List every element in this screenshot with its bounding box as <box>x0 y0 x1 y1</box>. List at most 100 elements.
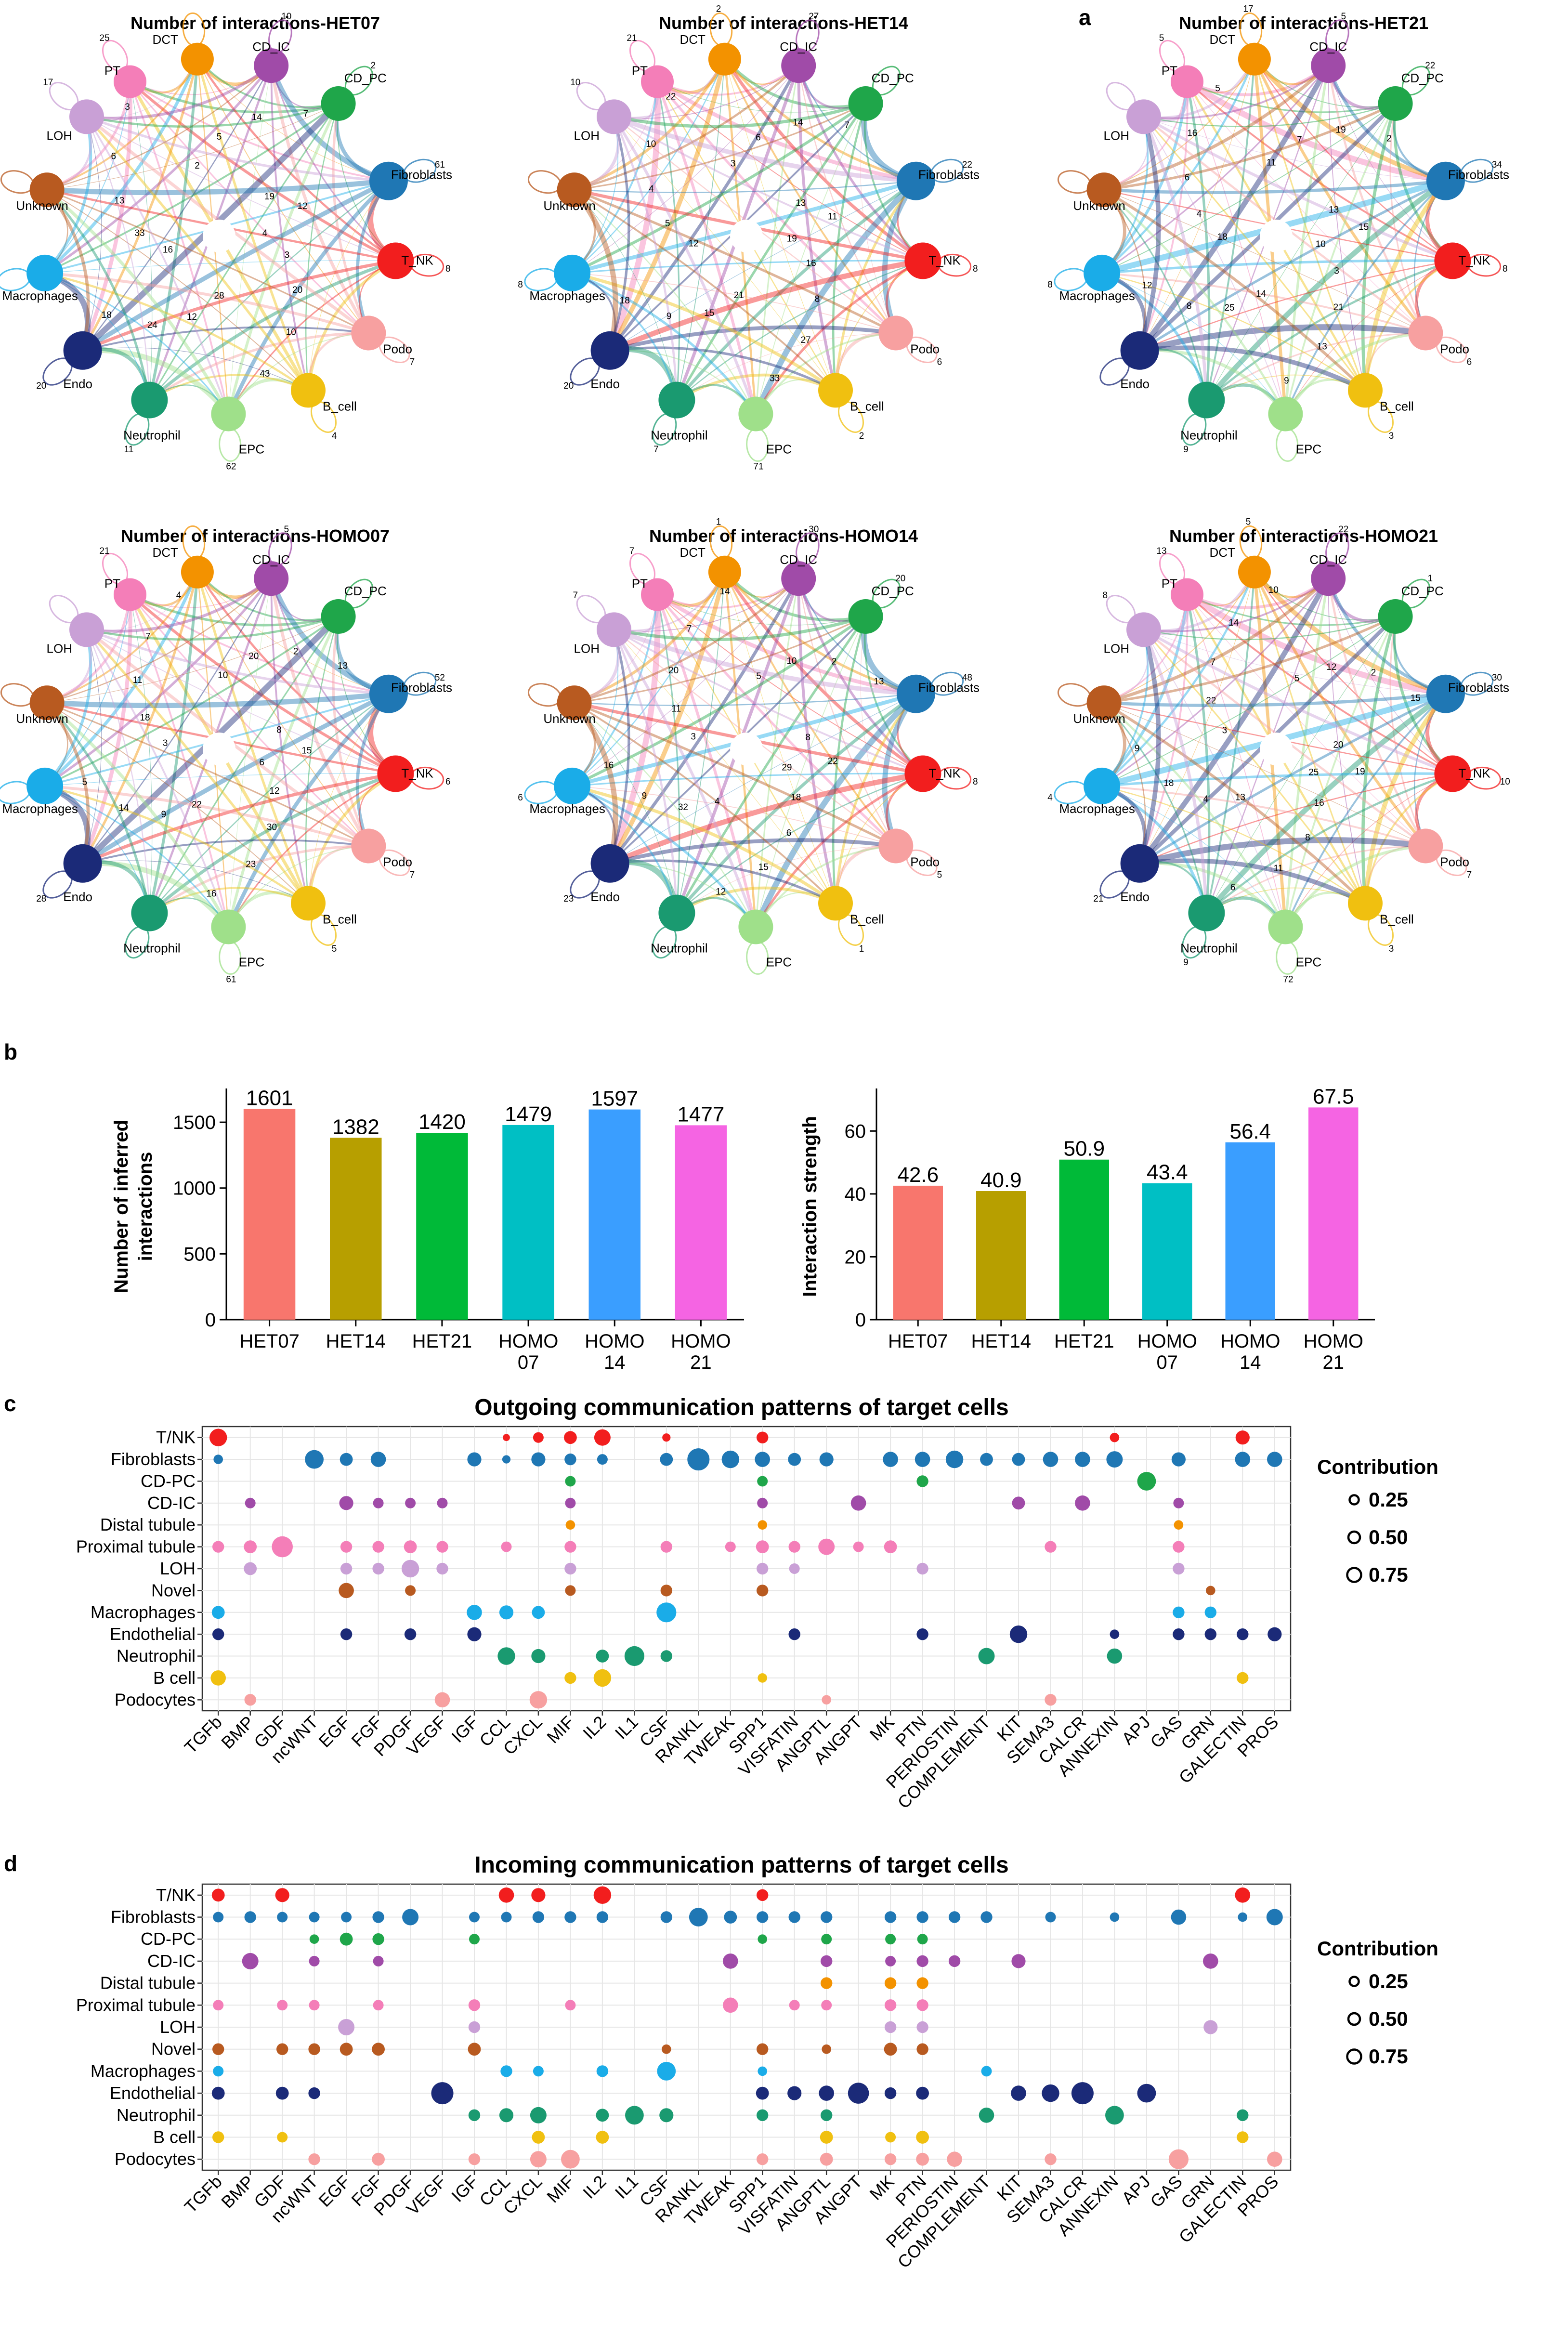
node-label: EPC <box>239 442 264 457</box>
dot <box>530 2107 547 2123</box>
dot <box>757 1497 768 1508</box>
network-edge <box>724 572 836 904</box>
network-edge <box>1204 179 1448 402</box>
edge-weight-label: 9 <box>1135 744 1140 754</box>
x-tick-label: HOMO <box>585 1331 644 1352</box>
dot <box>662 1433 671 1442</box>
dot <box>916 1911 928 1923</box>
network-edge <box>574 702 836 904</box>
network-title: Number of interactions-HET21 <box>1179 13 1428 33</box>
network-edge <box>1101 259 1453 275</box>
network-edge <box>130 578 272 608</box>
node-cd-pc <box>1378 86 1413 121</box>
network-edge <box>1206 103 1396 400</box>
dot <box>309 1912 320 1923</box>
node-cd-ic <box>1311 561 1346 596</box>
node-label: Macrophages <box>1059 801 1135 816</box>
dot <box>724 1911 737 1924</box>
edge-weight-label: 25 <box>1308 768 1319 778</box>
network-edge <box>572 578 799 786</box>
network-edge <box>677 846 896 914</box>
edge-weight-label: 12 <box>298 201 308 211</box>
network-edge <box>608 571 727 865</box>
network-edge <box>860 103 896 333</box>
bar <box>588 1109 640 1320</box>
dot <box>916 2152 929 2166</box>
network-edge <box>574 594 658 703</box>
network-edge <box>1413 180 1446 333</box>
network-edge <box>1206 332 1426 401</box>
edge-weight-label: 6 <box>111 152 117 162</box>
network-edge <box>574 702 757 928</box>
row-label: Fibroblasts <box>111 1907 196 1927</box>
node-label: B_cell <box>850 912 884 926</box>
dot <box>755 1452 770 1467</box>
network-edge <box>1101 273 1286 414</box>
network-edge <box>1205 260 1453 401</box>
self-loop-label: 4 <box>1047 793 1053 803</box>
dot <box>821 2109 833 2121</box>
network-edge <box>148 331 369 401</box>
network-edge <box>129 80 396 262</box>
dot <box>1173 1497 1184 1508</box>
node-pt <box>1171 65 1203 98</box>
bar <box>675 1125 727 1320</box>
network-edge <box>129 80 389 182</box>
node-label: PT <box>105 64 120 78</box>
network-edge <box>723 571 924 775</box>
network-edge <box>1101 272 1426 334</box>
network-edge <box>676 59 725 400</box>
self-loop-label: 27 <box>809 12 819 22</box>
network-edge <box>1101 785 1366 904</box>
node-loh <box>1126 612 1161 647</box>
network-center <box>730 220 763 252</box>
dot <box>373 2000 384 2011</box>
legend-label: 0.50 <box>1369 1526 1408 1548</box>
node-label: T_NK <box>1458 253 1490 268</box>
network-edge <box>610 694 916 864</box>
dot <box>309 1955 320 1966</box>
self-loop-label: 8 <box>518 280 523 290</box>
network-edge <box>753 179 918 415</box>
node-label: LOH <box>574 641 600 655</box>
network-edge <box>571 594 658 787</box>
dot <box>1107 1648 1123 1664</box>
self-loop-label: 71 <box>753 461 763 472</box>
network-edge <box>1139 324 1426 354</box>
network-edge <box>308 181 389 391</box>
node-label: T_NK <box>1458 766 1490 781</box>
network-edge <box>47 616 339 703</box>
node-t-nk <box>1434 242 1471 279</box>
network-edge <box>1101 103 1396 274</box>
network-edge <box>1284 616 1397 927</box>
edge-weight-label: 11 <box>133 675 143 685</box>
row-label: Podocytes <box>115 2149 196 2169</box>
self-loop-label: 8 <box>1503 264 1508 274</box>
network-edge <box>1103 64 1330 192</box>
dot <box>1168 2149 1189 2169</box>
network-edge <box>270 578 396 774</box>
dot <box>564 1541 576 1553</box>
edge-weight-label: 5 <box>665 219 670 229</box>
dot <box>947 2151 962 2167</box>
network-edge <box>1254 572 1396 621</box>
network-edge <box>1101 785 1426 847</box>
network-edge <box>676 103 867 401</box>
self-loop-label: 4 <box>332 431 337 441</box>
network-edge <box>572 188 618 352</box>
network-edge <box>723 58 866 109</box>
self-loop-label: 30 <box>1492 673 1502 683</box>
network-edge <box>228 578 272 927</box>
dot <box>1235 1430 1250 1445</box>
network-edge <box>43 116 92 274</box>
node-macrophages <box>554 767 591 804</box>
network-edge <box>130 65 272 95</box>
dot <box>789 1563 800 1574</box>
network-edge <box>1187 81 1426 333</box>
network-edge <box>1104 702 1426 846</box>
dot <box>1235 1887 1251 1903</box>
dot <box>499 2108 514 2123</box>
network-edge <box>148 844 369 914</box>
network-edge <box>574 693 916 706</box>
network-edge <box>676 572 725 913</box>
